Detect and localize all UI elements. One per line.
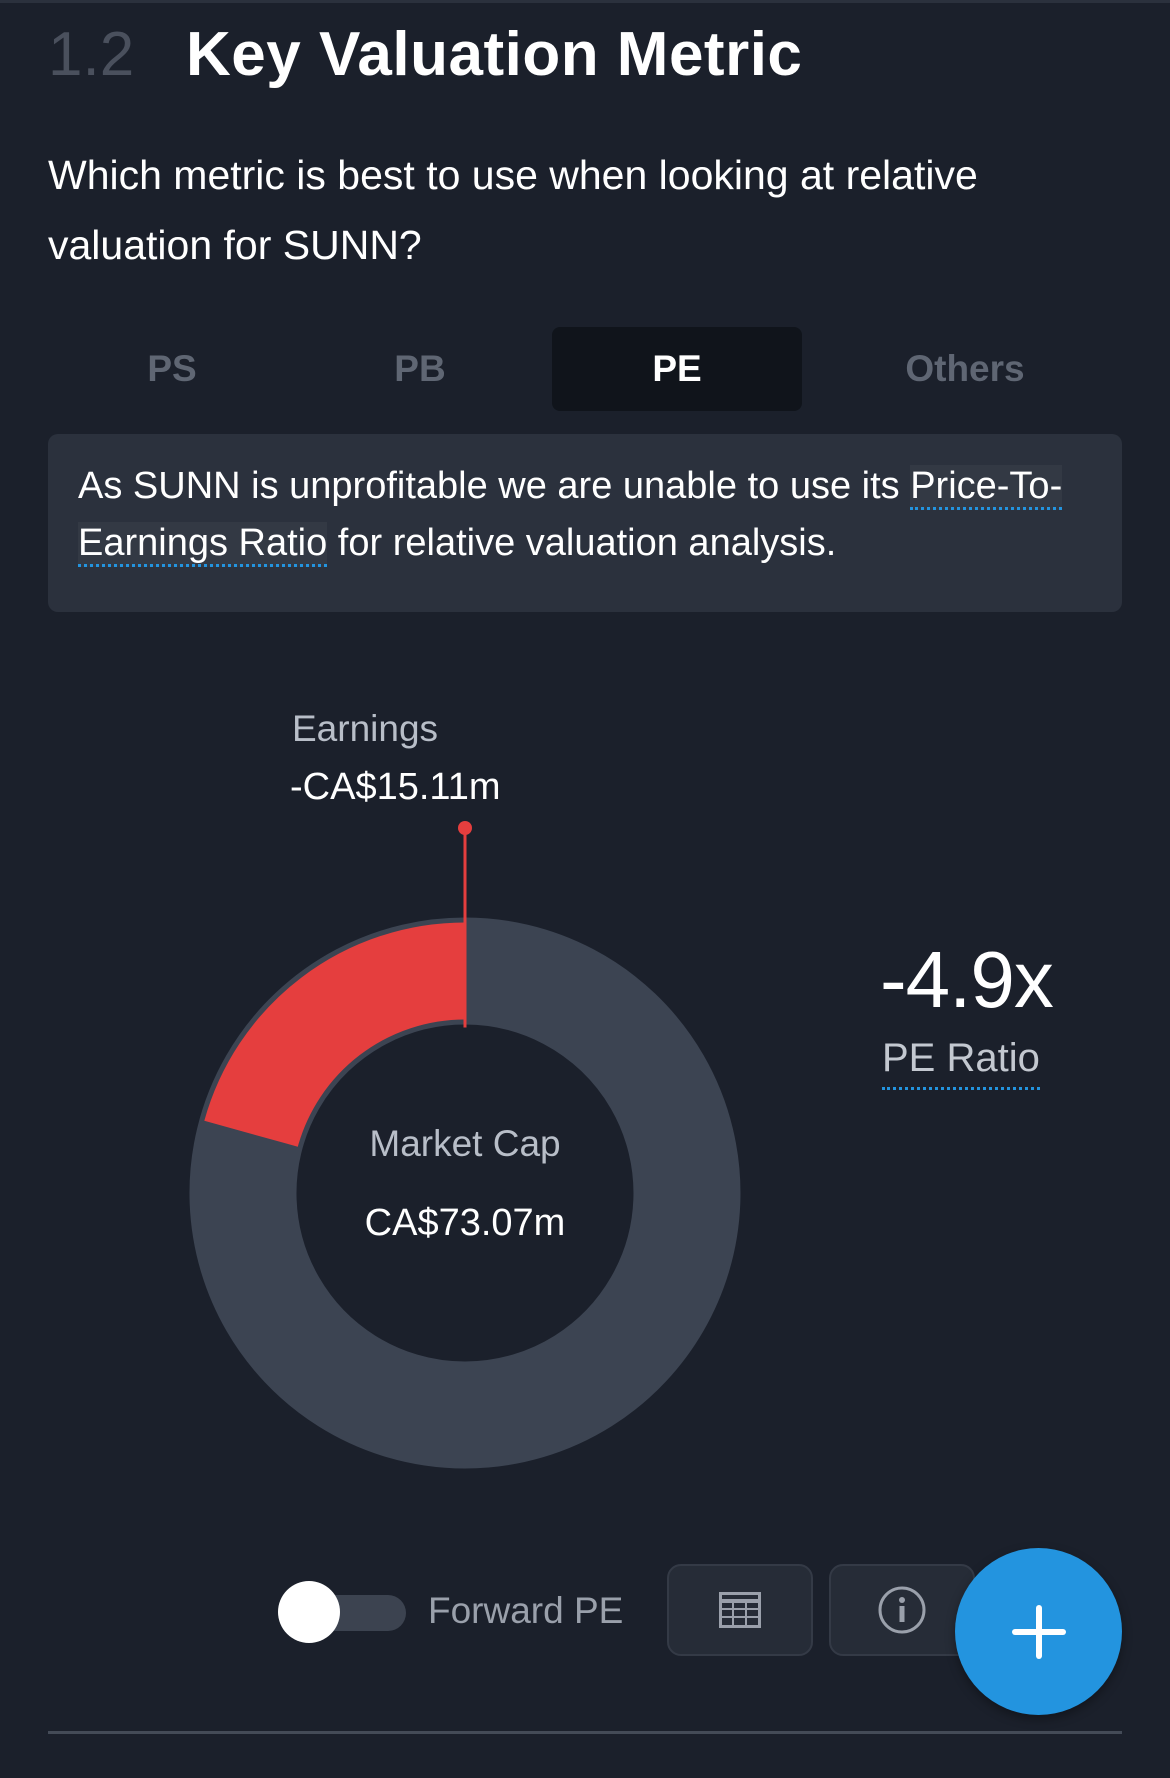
- tab-pb[interactable]: PB: [394, 348, 446, 389]
- tab-others[interactable]: Others: [905, 348, 1025, 389]
- earnings-segment: [204, 922, 467, 1148]
- tab-pe[interactable]: PE: [552, 327, 802, 411]
- table-view-button[interactable]: [667, 1564, 813, 1656]
- market-cap-value: CA$73.07m: [364, 1202, 566, 1244]
- valuation-chart: Earnings -CA$15.11m Market Cap CA$73.07m: [189, 708, 741, 1469]
- earnings-label: Earnings: [292, 708, 439, 749]
- toggle-knob: [278, 1581, 340, 1643]
- top-divider: [0, 0, 1170, 3]
- question-text: Which metric is best to use when looking…: [48, 152, 978, 268]
- info-icon: [878, 1586, 926, 1634]
- earnings-value: -CA$15.11m: [290, 766, 501, 808]
- forward-pe-toggle[interactable]: [278, 1581, 406, 1643]
- section-header: 1.2 Key Valuation Metric: [48, 14, 802, 94]
- info-box: As SUNN is unprofitable we are unable to…: [48, 434, 1122, 612]
- info-text-after: for relative valuation analysis.: [327, 522, 837, 564]
- forward-pe-label: Forward PE: [428, 1590, 624, 1631]
- table-icon: [719, 1592, 761, 1628]
- info-text: As SUNN is unprofitable we are unable to…: [78, 458, 1098, 572]
- tab-ps[interactable]: PS: [147, 348, 197, 389]
- bottom-divider: [48, 1731, 1122, 1734]
- pe-ratio-value: -4.9x: [880, 935, 1054, 1024]
- plus-icon: [1011, 1604, 1066, 1659]
- earnings-pointer-dot: [458, 821, 472, 835]
- section-title: Key Valuation Metric: [186, 19, 803, 89]
- metric-tabs: PS PB PE Others: [48, 327, 1122, 411]
- section-number: 1.2: [48, 19, 135, 89]
- market-cap-label: Market Cap: [369, 1123, 561, 1164]
- info-button[interactable]: [829, 1564, 975, 1656]
- add-fab-button[interactable]: [955, 1548, 1122, 1715]
- pe-ratio-label[interactable]: PE Ratio: [882, 1036, 1040, 1090]
- info-text-before: As SUNN is unprofitable we are unable to…: [78, 465, 911, 507]
- donut-svg: [189, 821, 741, 1469]
